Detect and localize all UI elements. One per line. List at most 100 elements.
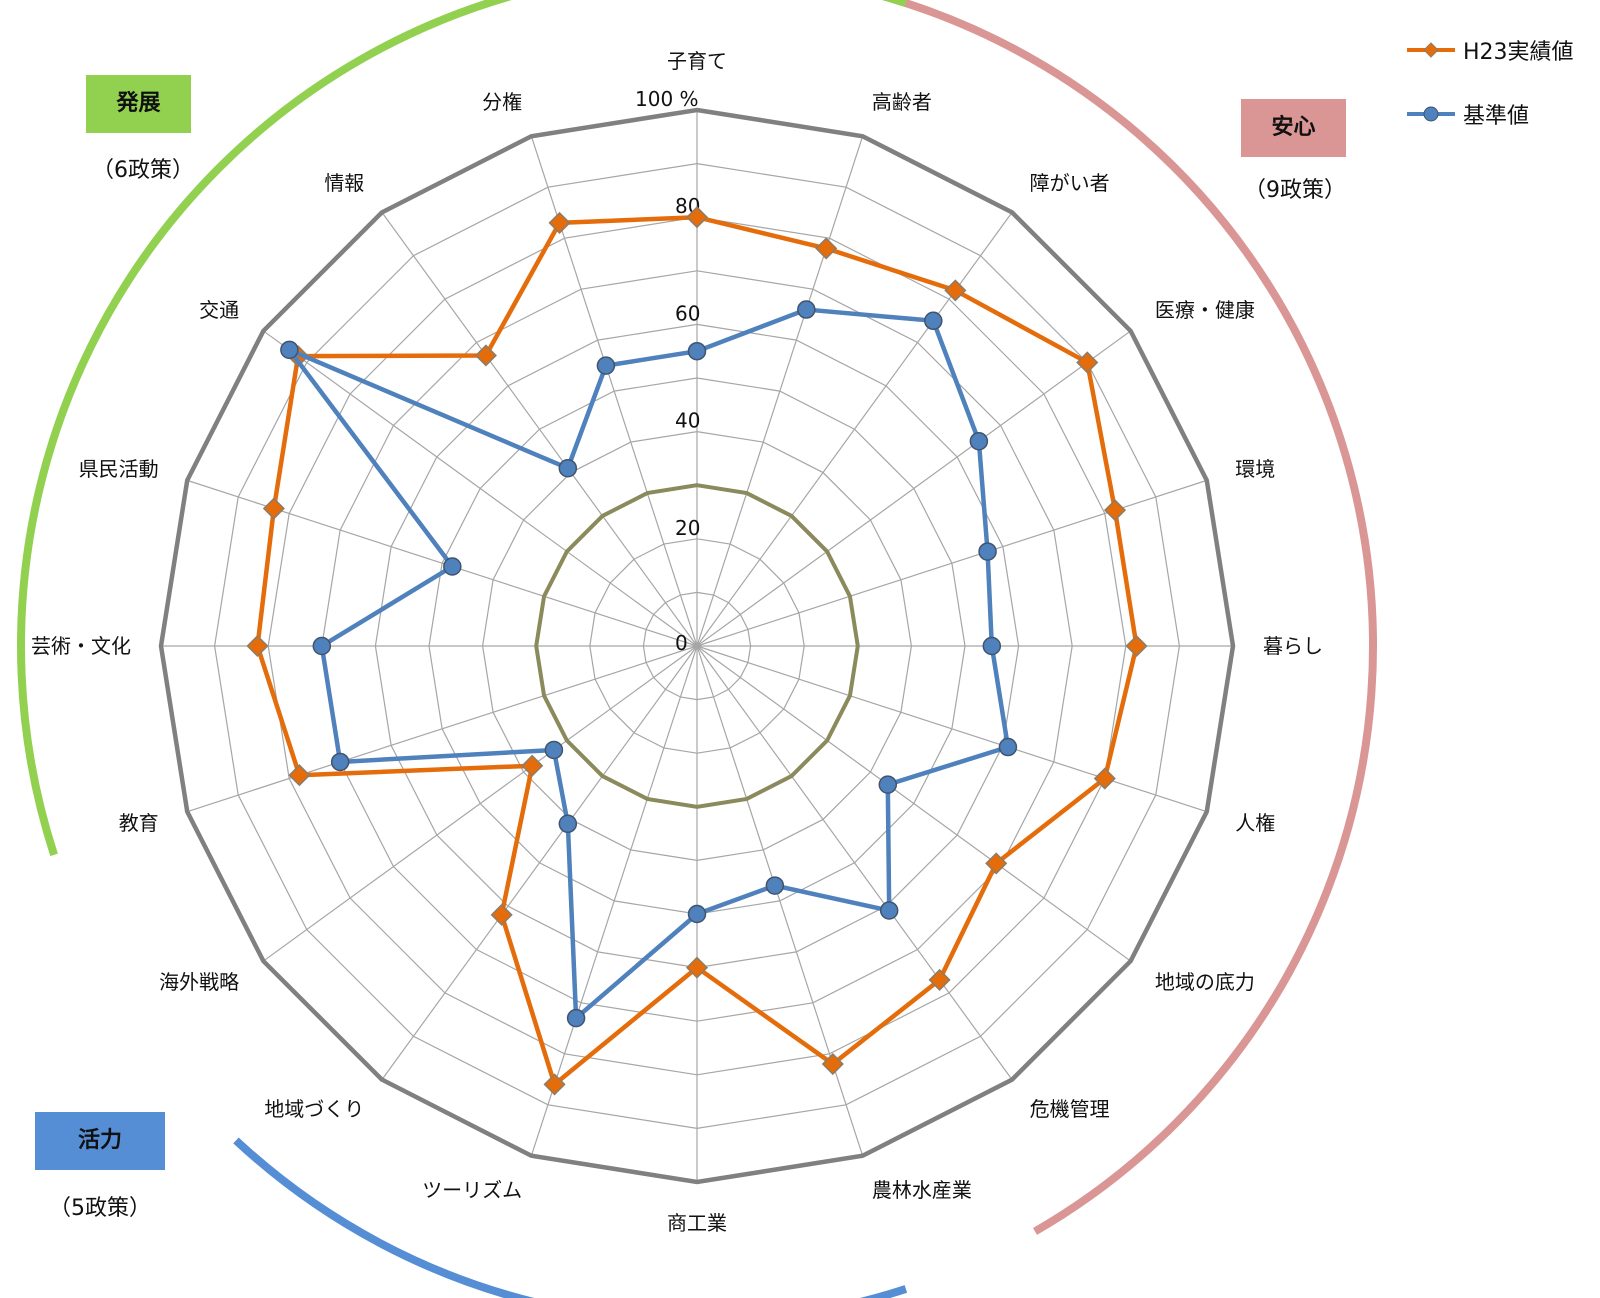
data-point [928, 968, 951, 991]
legend: H23実績値 基準値 [1405, 35, 1574, 163]
data-point [797, 300, 816, 319]
data-point [685, 956, 709, 979]
data-point [558, 458, 578, 478]
data-point [288, 764, 311, 787]
category-label: 医療・健康 [1155, 298, 1255, 322]
category-label: 地域の底力 [1155, 970, 1255, 994]
tick-label: 60 [675, 301, 700, 325]
grid-spoke [696, 212, 1013, 647]
grid-spoke [696, 645, 1131, 962]
grid-spoke [187, 645, 698, 813]
data-point [1076, 351, 1099, 374]
group-count-anshin: （9政策） [1244, 178, 1346, 203]
grid-spoke [696, 330, 1131, 647]
data-series [246, 206, 1148, 1096]
group-badge-hatten: 発展 [86, 75, 191, 133]
legend-swatch-h23 [1407, 42, 1455, 58]
tick-label: 0 [675, 631, 688, 655]
data-point [543, 1073, 566, 1096]
data-point [998, 737, 1018, 757]
category-label: 暮らし [1263, 634, 1323, 658]
data-point [687, 904, 707, 924]
series-h23 [246, 206, 1148, 1096]
category-label: 商工業 [667, 1211, 727, 1235]
data-point [879, 901, 899, 920]
category-label: 分権 [482, 90, 522, 114]
reference-ring [534, 483, 860, 809]
data-point [924, 311, 943, 331]
category-label: 障がい者 [1030, 171, 1110, 195]
data-point [566, 1008, 586, 1028]
data-point [765, 876, 785, 895]
category-label: 県民活動 [79, 457, 159, 481]
legend-label-kijun: 基準値 [1463, 104, 1530, 129]
data-point [548, 211, 571, 234]
category-label: 地域づくり [264, 1097, 364, 1121]
data-point [246, 634, 269, 658]
tick-label: 100 % [635, 87, 699, 111]
category-label: 人権 [1235, 811, 1275, 835]
data-point [330, 752, 350, 772]
group-badge-anshin: 安心 [1241, 99, 1346, 157]
grid-spoke [530, 645, 698, 1156]
grid-spoke [696, 645, 1207, 813]
category-label: 環境 [1235, 457, 1275, 481]
category-label: ツーリズム [422, 1178, 522, 1202]
group-badge-katsuryoku: 活力 [35, 1112, 165, 1170]
category-label: 情報 [324, 171, 364, 195]
data-point [544, 740, 564, 760]
data-point [687, 341, 707, 361]
category-label: 教育 [119, 811, 159, 835]
data-point [878, 775, 898, 794]
grid-spoke [381, 212, 698, 647]
data-point [443, 557, 462, 576]
group-arc-anshin [881, 0, 1377, 1235]
legend-swatch-kijun [1407, 106, 1455, 122]
group-count-katsuryoku: （5政策） [49, 1196, 151, 1221]
series-kijun [280, 300, 1018, 1028]
data-point [821, 1052, 844, 1076]
group-arcs [17, 0, 1377, 1298]
series-line [287, 307, 1011, 1021]
data-point [1125, 634, 1148, 658]
data-point [490, 903, 513, 926]
group-arc-hatten [17, 0, 907, 857]
data-point [1103, 499, 1127, 522]
data-point [596, 356, 616, 375]
data-point [312, 636, 332, 656]
category-label: 危機管理 [1030, 1097, 1110, 1121]
outer-ring [158, 107, 1236, 1185]
data-point [280, 340, 299, 360]
group-arc-katsuryoku [233, 1137, 908, 1298]
category-label: 海外戦略 [159, 970, 239, 994]
legend-item-kijun: 基準値 [1405, 99, 1574, 129]
legend-item-h23: H23実績値 [1405, 35, 1574, 65]
grid-spoke [696, 645, 1013, 1080]
data-point [558, 814, 578, 834]
category-label: 交通 [199, 298, 239, 322]
category-label: 高齢者 [872, 90, 932, 114]
data-point [521, 754, 544, 777]
data-point [1093, 767, 1116, 790]
data-point [815, 237, 838, 260]
grid-spoke [263, 645, 698, 962]
data-point [685, 206, 709, 229]
legend-label-h23: H23実績値 [1463, 40, 1574, 65]
data-point [978, 542, 997, 561]
grid-spoke [263, 330, 698, 647]
tick-label: 20 [675, 516, 700, 540]
grid-spoke [381, 645, 698, 1080]
data-point [985, 852, 1008, 875]
data-point [474, 344, 497, 367]
data-point [262, 497, 285, 520]
tick-label: 40 [675, 409, 700, 433]
data-point [969, 431, 989, 451]
grid-spoke [696, 136, 864, 647]
category-label: 子育て [667, 49, 727, 73]
category-label: 農林水産業 [872, 1178, 972, 1202]
data-point [982, 636, 1002, 656]
data-point [944, 279, 967, 302]
